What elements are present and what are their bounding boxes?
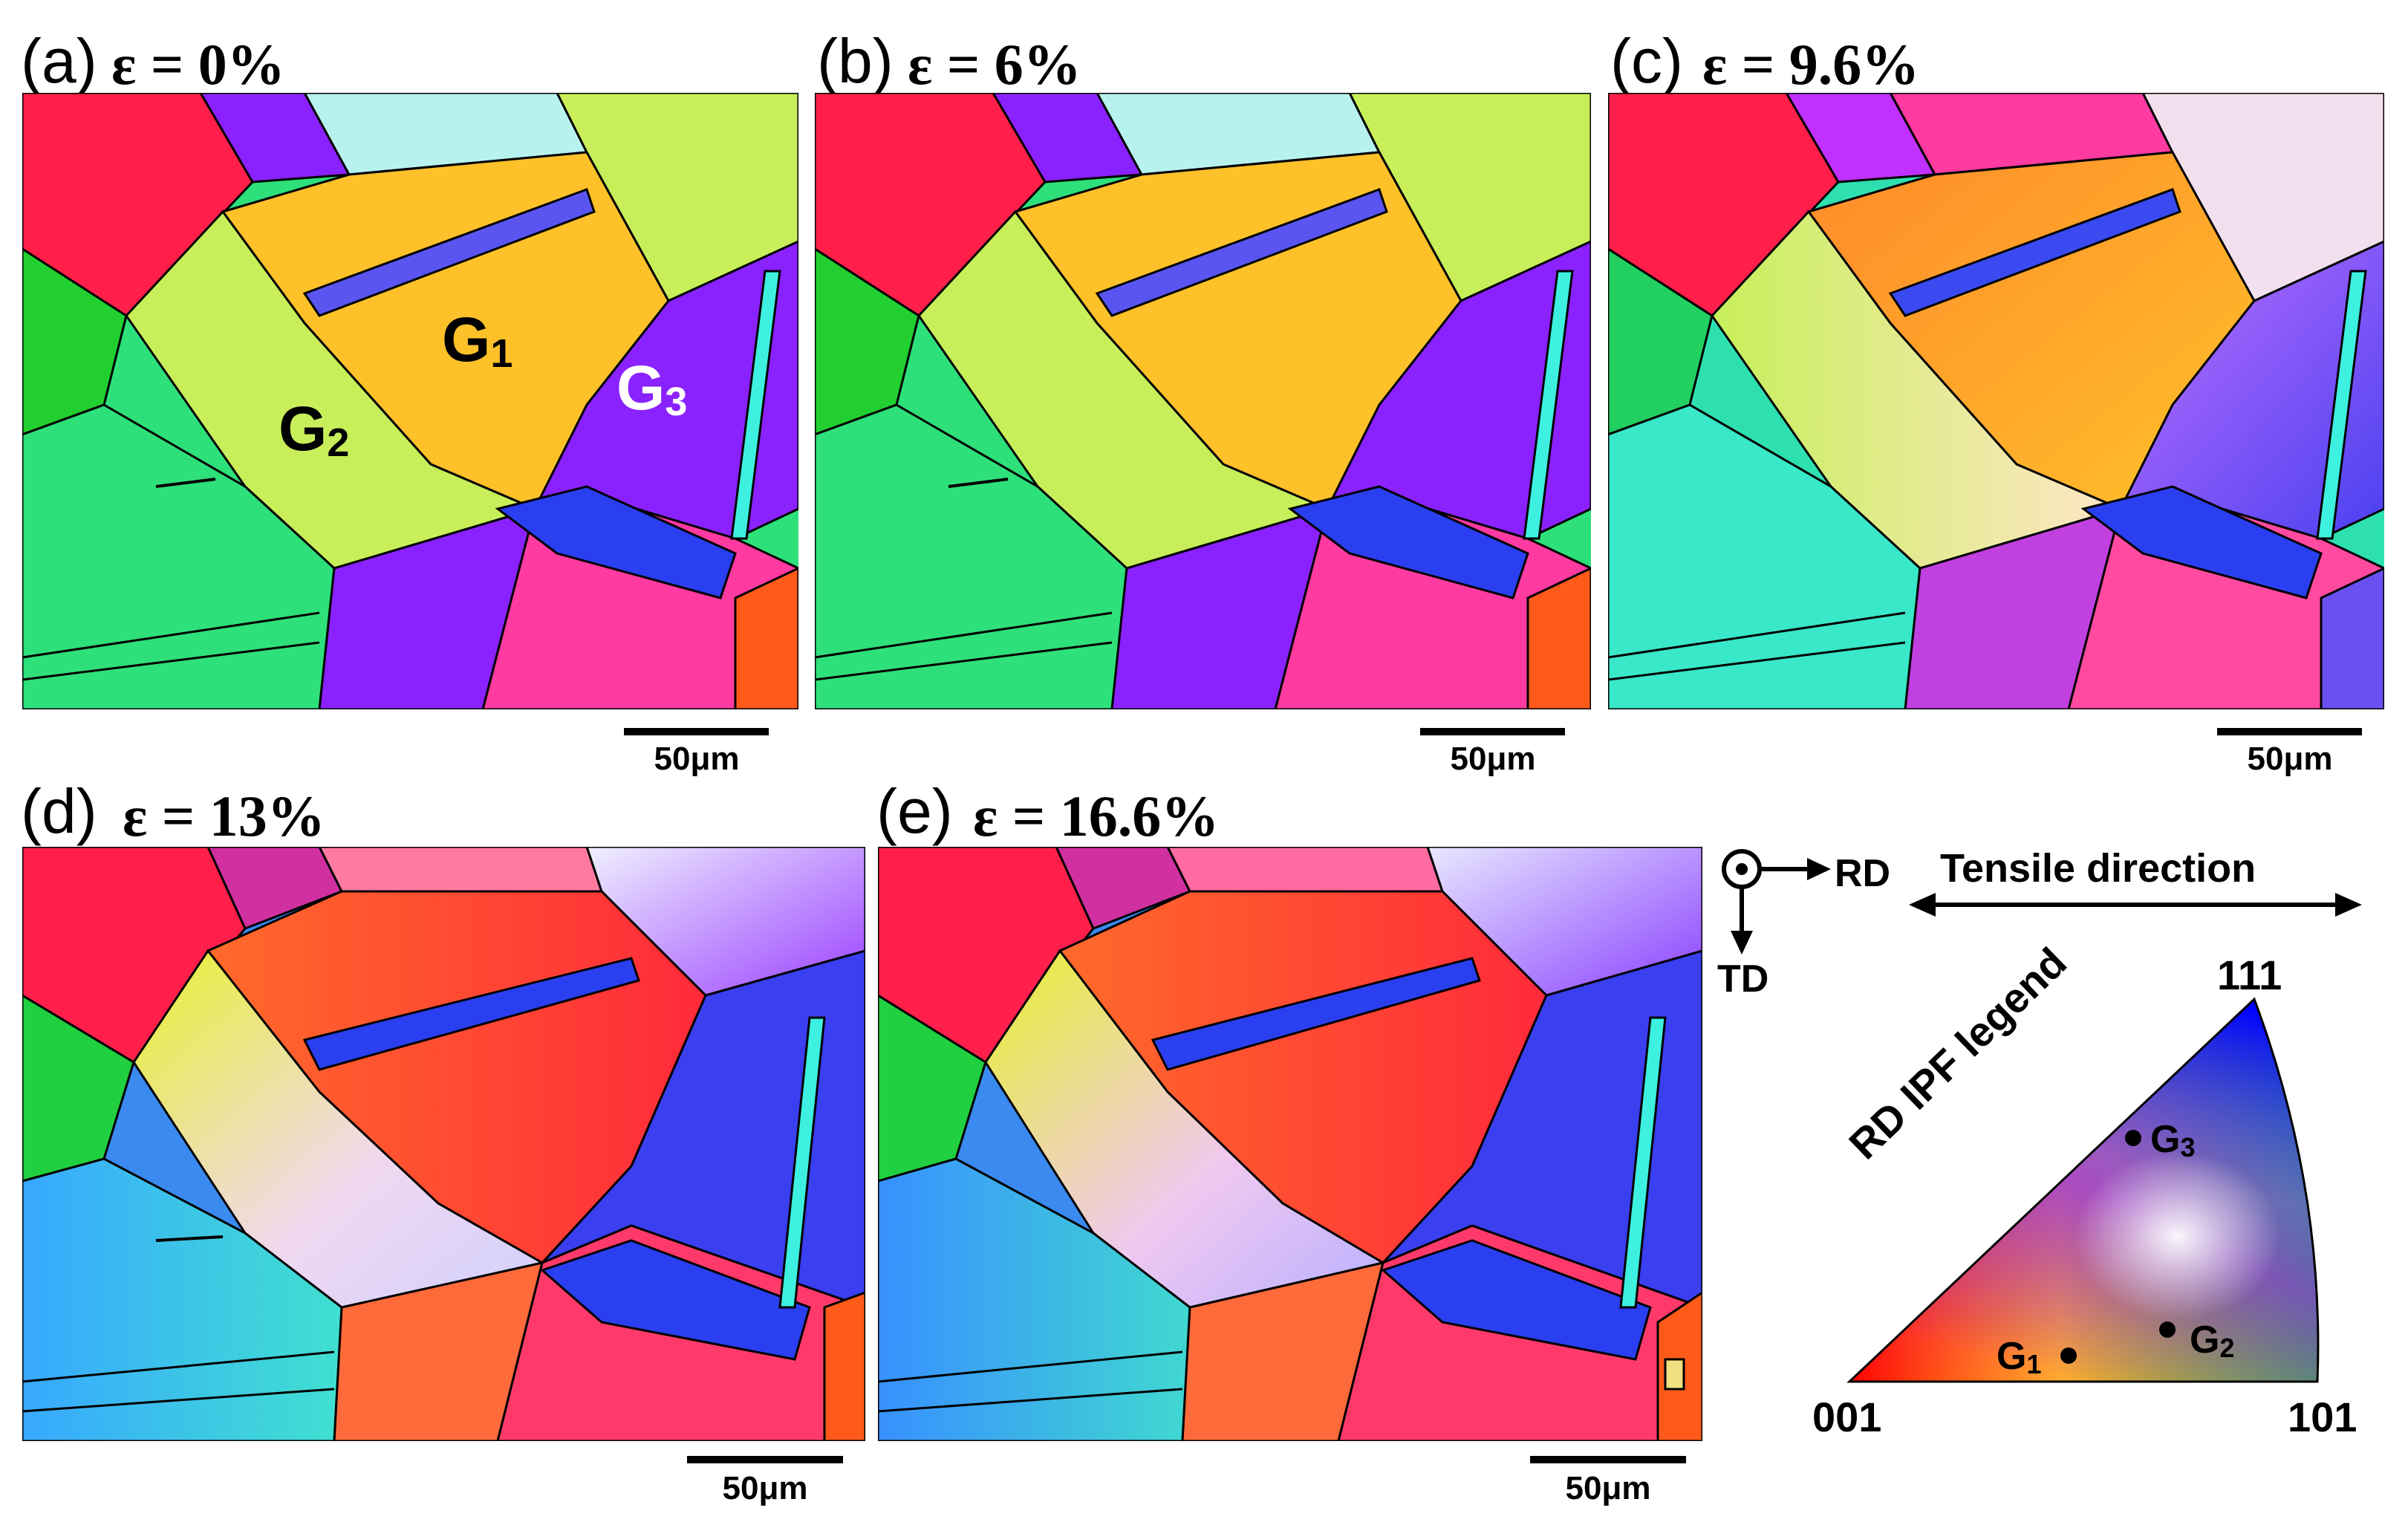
ipf-corner-101: 101 xyxy=(2288,1394,2357,1440)
rd-arrow-head xyxy=(1807,858,1831,880)
ebsd-map-b xyxy=(815,93,1591,709)
ebsd-map-c xyxy=(1608,93,2384,709)
scale-text-e: 50μm xyxy=(1565,1470,1651,1506)
scale-text-c: 50μm xyxy=(2247,741,2333,777)
scale-text-a: 50μm xyxy=(654,741,740,777)
ipf-label-g3: G3 xyxy=(2150,1118,2196,1163)
panel-label-d: (d) xyxy=(21,776,97,846)
scale-bar-a xyxy=(624,728,769,735)
ipf-point-g2 xyxy=(2159,1321,2176,1338)
td-label: TD xyxy=(1717,957,1769,1001)
ipf-point-g1 xyxy=(2060,1347,2077,1364)
ipf-label-g2: G2 xyxy=(2190,1318,2235,1363)
normal-direction-dot xyxy=(1736,863,1748,875)
scale-bar-b xyxy=(1420,728,1565,735)
ipf-triangle xyxy=(1846,997,2320,1383)
ebsd-map-e xyxy=(878,847,1702,1441)
grain-label-g2: G2 xyxy=(279,394,350,465)
strain-label-d: ε = 13% xyxy=(123,784,325,848)
panel-label-e: (e) xyxy=(876,776,953,846)
strain-label-b: ε = 6% xyxy=(908,32,1081,97)
rd-label: RD xyxy=(1835,852,1891,895)
ipf-triangle-outline xyxy=(1846,997,2320,1383)
ipf-point-g3 xyxy=(2125,1130,2141,1146)
ipf-corner-111: 111 xyxy=(2217,952,2282,998)
ipf-corner-001: 001 xyxy=(1812,1394,1882,1440)
panel-label-b: (b) xyxy=(817,26,894,96)
scale-bar-c xyxy=(2217,728,2362,735)
strain-label-a: ε = 0% xyxy=(111,32,285,97)
scale-bar-d xyxy=(687,1456,843,1463)
ebsd-map-a xyxy=(22,93,798,709)
scale-bar-e xyxy=(1530,1456,1686,1463)
scale-text-d: 50μm xyxy=(722,1470,808,1506)
ebsd-map-d xyxy=(22,847,865,1441)
grain-label-g3: G3 xyxy=(616,353,688,424)
panel-label-a: (a) xyxy=(21,26,97,96)
panel-label-c: (c) xyxy=(1610,26,1683,96)
strain-label-c: ε = 9.6% xyxy=(1702,32,1920,97)
td-arrow-head xyxy=(1731,931,1753,955)
sample-axes-diagram xyxy=(1722,849,1831,955)
tensile-direction-label: Tensile direction xyxy=(1940,846,2256,891)
strain-label-e: ε = 16.6% xyxy=(973,784,1220,848)
scale-text-b: 50μm xyxy=(1450,741,1536,777)
grain-label-g1: G1 xyxy=(442,305,513,376)
ipf-label-g1: G1 xyxy=(1997,1335,2042,1379)
tensile-direction-arrow xyxy=(1909,893,2362,917)
